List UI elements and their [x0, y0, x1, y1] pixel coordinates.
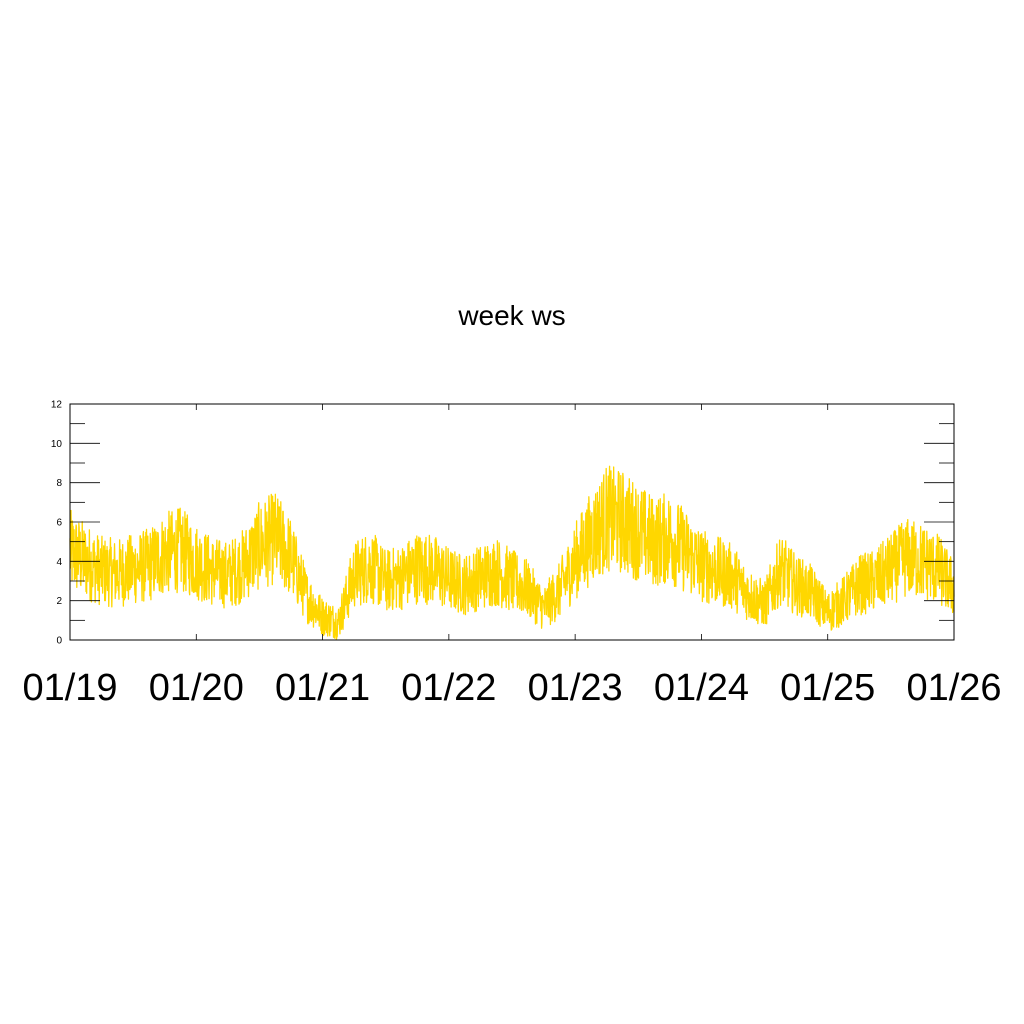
- y-tick-label: 10: [51, 439, 63, 450]
- x-tick-label: 01/25: [780, 667, 875, 709]
- axes: 0 2 4 6 8 10 12 01/19 01/20 01/21 01/22 01/23 01/24 0…: [22, 400, 1001, 710]
- y-tick-label: 2: [56, 596, 62, 607]
- y-tick-label: 8: [56, 478, 62, 489]
- y-tick-label: 12: [51, 400, 63, 411]
- y-tick-label: 4: [56, 557, 62, 568]
- chart-title: week ws: [457, 300, 565, 331]
- x-tick-label: 01/22: [401, 667, 496, 709]
- y-tick-label: 0: [56, 636, 62, 647]
- plot-area: [69, 465, 955, 640]
- x-tick-label: 01/26: [906, 667, 1001, 709]
- x-tick-label: 01/19: [22, 667, 117, 709]
- y-tick-label: 6: [56, 518, 62, 529]
- x-tick-label: 01/20: [149, 667, 244, 709]
- x-tick-label: 01/21: [275, 667, 370, 709]
- x-tick-label: 01/24: [654, 667, 749, 709]
- x-tick-label: 01/23: [528, 667, 623, 709]
- series-line: [69, 465, 955, 640]
